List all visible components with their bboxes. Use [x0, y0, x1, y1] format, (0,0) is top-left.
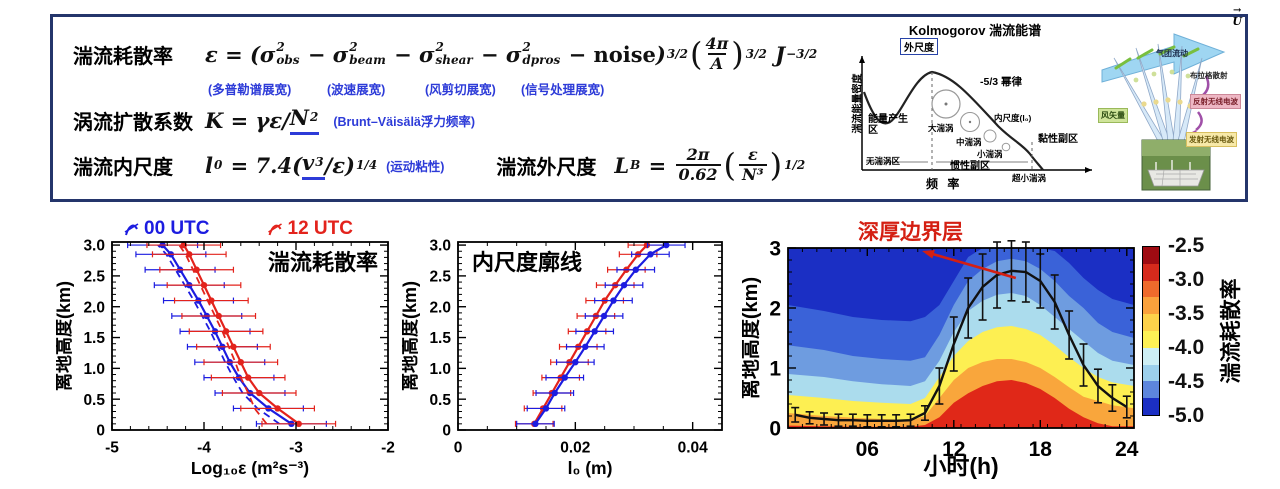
svg-text:-3: -3	[289, 440, 303, 457]
row-diffusion: 涡流扩散系数 K = γε/N 2 (Brunt–Väisälä浮力频率)	[73, 103, 475, 137]
u-vector-arrow-icon: →	[1233, 5, 1242, 16]
kolmogorov-power-law-label: -5/3 幂律	[980, 76, 1023, 88]
note-signal-broadening: (信号处理展宽)	[521, 83, 605, 97]
svg-text:3.0: 3.0	[83, 238, 105, 255]
svg-text:-4: -4	[197, 440, 211, 457]
kolmogorov-inner-scale-label: 内尺度(l₀)	[994, 113, 1032, 123]
kolmogorov-spectrum-svg	[859, 56, 1092, 173]
kolmogorov-diagram: Kolmogorov 湍流能谱 外尺度 能量产生区 无湍涡区 大湍涡 中湍涡 小…	[842, 20, 1108, 194]
note-doppler-broadening: (多普勒谱展宽)	[208, 83, 292, 97]
svg-text:0.5: 0.5	[429, 392, 451, 409]
colorbar-gradient	[1142, 246, 1160, 416]
kolmogorov-outer-scale-label: 外尺度	[900, 38, 938, 55]
label-dissipation-rate: 湍流耗散率	[73, 45, 173, 68]
svg-text:0.02: 0.02	[560, 440, 590, 457]
svg-text:1.5: 1.5	[83, 330, 105, 347]
kolmogorov-small-eddy-label: 小湍涡	[977, 149, 1003, 159]
svg-text:离地高度(km): 离地高度(km)	[402, 281, 420, 391]
svg-text:1.0: 1.0	[429, 361, 451, 378]
kolmogorov-title: Kolmogorov 湍流能谱	[908, 23, 1042, 38]
kolmogorov-mid-eddy-label: 中湍涡	[956, 137, 982, 147]
note-beam-broadening: (波速展宽)	[327, 83, 386, 97]
svg-text:l₀ (m): l₀ (m)	[568, 458, 613, 478]
svg-text:小时(h): 小时(h)	[923, 453, 998, 479]
svg-text:18: 18	[1029, 438, 1053, 461]
svg-text:2.5: 2.5	[83, 268, 105, 285]
svg-text:1.0: 1.0	[83, 361, 105, 378]
kolmogorov-y-axis-label: 湍流能量密度	[852, 73, 864, 134]
note-kinematic-viscosity: (运动粘性)	[386, 159, 445, 174]
svg-text:0: 0	[96, 423, 105, 440]
colorbar-axis-label: 湍流耗散率	[1220, 278, 1243, 384]
svg-text:2.0: 2.0	[83, 299, 105, 316]
boundary-layer-contour-chart: 06 12 18 24 0 1 2 3 深厚边界层 小时(h) 离地高度(km)	[738, 214, 1142, 484]
formula-k: K = γε/N 2	[205, 105, 320, 135]
label-eddy-diffusion: 涡流扩散系数	[73, 111, 193, 134]
kolmogorov-tiny-eddy-label: 超小湍涡	[1012, 173, 1047, 183]
svg-text:Log₁₀ε (m²s⁻³): Log₁₀ε (m²s⁻³)	[191, 458, 309, 478]
emitted-radio-wave-label: 发射无线电波	[1186, 132, 1237, 147]
svg-text:内尺度廓线: 内尺度廓线	[472, 250, 582, 275]
kolmogorov-viscous-subrange-label: 黏性副区	[1038, 134, 1078, 145]
svg-text:12 UTC: 12 UTC	[288, 218, 354, 239]
svg-text:离地高度(km): 离地高度(km)	[56, 281, 74, 391]
svg-text:湍流耗散率: 湍流耗散率	[268, 250, 378, 275]
air-mass-flow-label: 气团流动	[1156, 49, 1188, 58]
kolmogorov-large-eddy-label: 大湍涡	[928, 123, 954, 133]
dissipation-colorbar: -2.5 -3.0 -3.5 -4.0 -4.5 -5.0 湍流耗散率	[1142, 234, 1280, 436]
bragg-scatter-label: 布拉格散射	[1190, 71, 1228, 80]
svg-text:12: 12	[942, 438, 965, 461]
label-outer-scale: 湍流外尺度	[496, 156, 597, 179]
u-vector-symbol: U	[1232, 15, 1242, 28]
svg-text:0: 0	[442, 423, 451, 440]
svg-text:2.0: 2.0	[429, 299, 451, 316]
svg-text:1.5: 1.5	[429, 330, 451, 347]
kolmogorov-inertial-subrange-label: 惯性副区	[950, 161, 990, 172]
svg-text:0.5: 0.5	[83, 392, 105, 409]
svg-text:06: 06	[856, 438, 879, 461]
wind-vector-label: 风矢量	[1098, 108, 1128, 123]
svg-text:-5: -5	[105, 440, 119, 457]
colorbar-ticks: -2.5 -3.0 -3.5 -4.0 -4.5 -5.0	[1168, 234, 1205, 427]
svg-text:3.0: 3.0	[429, 238, 451, 255]
kolmogorov-no-eddy-label: 无湍涡区	[866, 156, 901, 166]
wind-profiler-svg	[1101, 33, 1226, 191]
svg-text:3: 3	[769, 238, 781, 261]
reflected-radio-wave-label: 反射无线电波	[1190, 94, 1241, 109]
svg-text:00 UTC: 00 UTC	[144, 218, 210, 239]
svg-text:1: 1	[769, 358, 781, 381]
svg-text:离地高度(km): 离地高度(km)	[742, 277, 762, 399]
svg-text:0: 0	[454, 440, 463, 457]
note-shear-broadening: (风剪切展宽)	[425, 83, 496, 97]
svg-text:0: 0	[769, 418, 781, 441]
note-brunt-vaisala: (Brunt–Väisälä浮力频率)	[333, 114, 476, 129]
svg-text:0.04: 0.04	[678, 440, 709, 457]
dissipation-profile-chart: -5 -4 -3 -2 0 0.5 1.0 1.5 2.0 2.5 3.0 Log₁₀ε (m²s⁻³…	[53, 206, 402, 484]
kolmogorov-x-axis-label: 频 率	[926, 177, 963, 191]
svg-text:2.5: 2.5	[429, 268, 451, 285]
svg-text:2: 2	[769, 298, 781, 321]
formula-epsilon: ε = (σ 2 obs − σ 2 beam − σ 2 shear − σ 2 dpros …	[205, 33, 818, 73]
epsilon-term-notes: (多普勒谱展宽) (波速展宽) (风剪切展宽) (信号处理展宽)	[53, 79, 1245, 97]
label-inner-scale: 湍流内尺度	[73, 156, 173, 179]
profile-chart-svg: 0 0.02 0.04 0 0.5 1.0 1.5 2.0 2.5 3.0 l₀ (m) 离地高度(k…	[399, 238, 723, 478]
u-vector-label: → U	[1232, 5, 1242, 28]
profile-chart-svg: -5 -4 -3 -2 0 0.5 1.0 1.5 2.0 2.5 3.0 Log₁₀ε (m²s⁻³…	[53, 218, 395, 478]
inner-scale-profile-chart: 0 0.02 0.04 0 0.5 1.0 1.5 2.0 2.5 3.0 l₀ (m) 离地高度(k…	[399, 206, 736, 484]
svg-text:-2: -2	[381, 440, 395, 457]
kolmogorov-energy-region-label: 能量产生区	[868, 114, 908, 136]
svg-text:深厚边界层: 深厚边界层	[858, 221, 963, 244]
wind-profiler-diagram: → U 气团流动 布拉格散射 反射无线电波 发射无线电波 风矢量	[1098, 6, 1244, 198]
svg-text:24: 24	[1115, 438, 1139, 461]
